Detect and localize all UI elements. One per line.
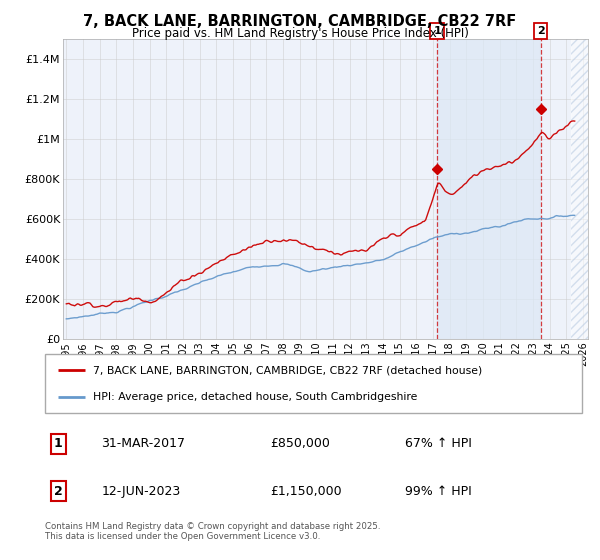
Text: 99% ↑ HPI: 99% ↑ HPI bbox=[405, 485, 472, 498]
Text: 1: 1 bbox=[54, 437, 63, 450]
Text: Price paid vs. HM Land Registry's House Price Index (HPI): Price paid vs. HM Land Registry's House … bbox=[131, 27, 469, 40]
Bar bbox=[571, 39, 600, 339]
Text: 7, BACK LANE, BARRINGTON, CAMBRIDGE, CB22 7RF (detached house): 7, BACK LANE, BARRINGTON, CAMBRIDGE, CB2… bbox=[94, 365, 482, 375]
Text: £850,000: £850,000 bbox=[271, 437, 331, 450]
Text: 31-MAR-2017: 31-MAR-2017 bbox=[101, 437, 185, 450]
Bar bbox=[571, 39, 600, 339]
Text: 2: 2 bbox=[536, 26, 544, 36]
Text: £1,150,000: £1,150,000 bbox=[271, 485, 342, 498]
Text: Contains HM Land Registry data © Crown copyright and database right 2025.
This d: Contains HM Land Registry data © Crown c… bbox=[45, 522, 380, 542]
Text: 67% ↑ HPI: 67% ↑ HPI bbox=[405, 437, 472, 450]
Bar bbox=[437, 39, 541, 339]
Text: 7, BACK LANE, BARRINGTON, CAMBRIDGE, CB22 7RF: 7, BACK LANE, BARRINGTON, CAMBRIDGE, CB2… bbox=[83, 14, 517, 29]
FancyBboxPatch shape bbox=[45, 354, 582, 413]
Text: 12-JUN-2023: 12-JUN-2023 bbox=[101, 485, 181, 498]
Text: 1: 1 bbox=[433, 26, 441, 36]
Text: HPI: Average price, detached house, South Cambridgeshire: HPI: Average price, detached house, Sout… bbox=[94, 393, 418, 403]
Text: 2: 2 bbox=[54, 485, 63, 498]
